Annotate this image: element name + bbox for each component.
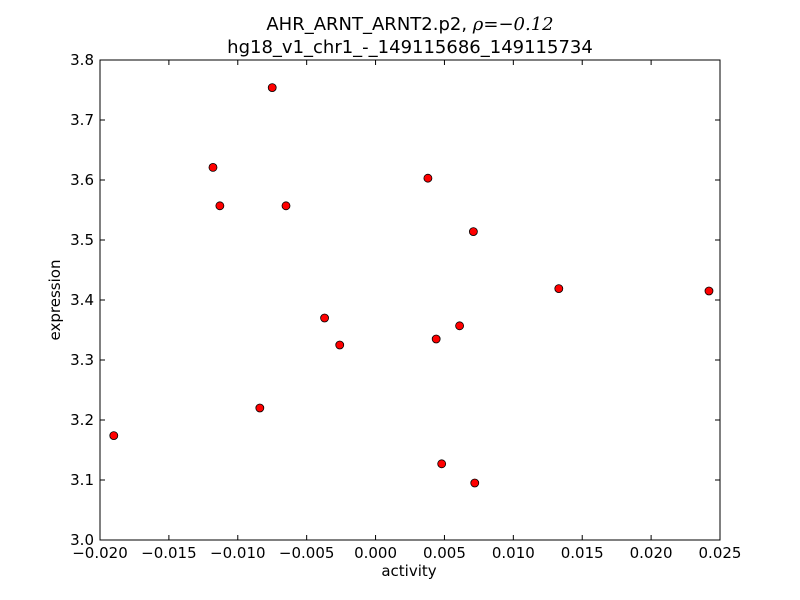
y-tick-label: 3.0 <box>70 531 94 549</box>
scatter-point <box>215 201 225 211</box>
x-tick-label: 0.025 <box>699 544 742 562</box>
y-tick-label: 3.4 <box>70 291 94 309</box>
x-tick-label: 0.020 <box>630 544 673 562</box>
scatter-point <box>431 334 441 344</box>
scatter-point <box>554 284 564 294</box>
scatter-point <box>267 83 277 92</box>
chart-subtitle: hg18_v1_chr1_-_149115686_149115734 <box>227 37 593 58</box>
chart-title-rho-value: =−0.12 <box>483 14 553 35</box>
plot-frame <box>99 59 721 541</box>
chart-title-rho-symbol: ρ <box>472 14 484 35</box>
scatter-point <box>455 321 465 331</box>
y-tick-label: 3.2 <box>70 411 94 429</box>
chart-title: AHR_ARNT_ARNT2.p2, ρ=−0.12 <box>266 14 553 35</box>
scatter-point <box>704 286 714 296</box>
x-axis-label: activity <box>381 562 436 580</box>
chart-title-text: AHR_ARNT_ARNT2.p2, <box>266 14 472 35</box>
scatter-point <box>437 459 447 469</box>
y-tick-label: 3.6 <box>70 171 94 189</box>
axis-ticks: −0.020 −0.015 −0.010 −0.005 0.000 0.005 0.010 0… <box>70 51 741 562</box>
x-tick-label: −0.020 <box>72 544 128 562</box>
y-tick-label: 3.3 <box>70 351 94 369</box>
scatter-point <box>335 340 345 350</box>
scatter-point <box>281 201 291 211</box>
y-tick-label: 3.8 <box>70 51 94 69</box>
x-tick-label: 0.010 <box>492 544 535 562</box>
y-axis-label: expression <box>46 260 64 341</box>
scatter-point <box>255 403 265 413</box>
x-tick-label: 0.000 <box>354 544 397 562</box>
y-tick-label: 3.7 <box>70 111 94 129</box>
x-tick-label: −0.005 <box>279 544 335 562</box>
scatter-point <box>468 227 478 237</box>
y-tick-label: 3.1 <box>70 471 94 489</box>
scatter-point <box>208 162 218 172</box>
scatter-point <box>423 173 433 183</box>
scatter-point <box>109 431 119 441</box>
y-tick-label: 3.5 <box>70 231 94 249</box>
x-tick-label: −0.015 <box>141 544 197 562</box>
scatter-point <box>320 313 329 323</box>
data-points <box>109 83 714 488</box>
x-tick-label: −0.010 <box>210 544 266 562</box>
x-tick-label: 0.015 <box>561 544 604 562</box>
scatter-point <box>470 478 480 488</box>
x-tick-label: 0.005 <box>423 544 466 562</box>
